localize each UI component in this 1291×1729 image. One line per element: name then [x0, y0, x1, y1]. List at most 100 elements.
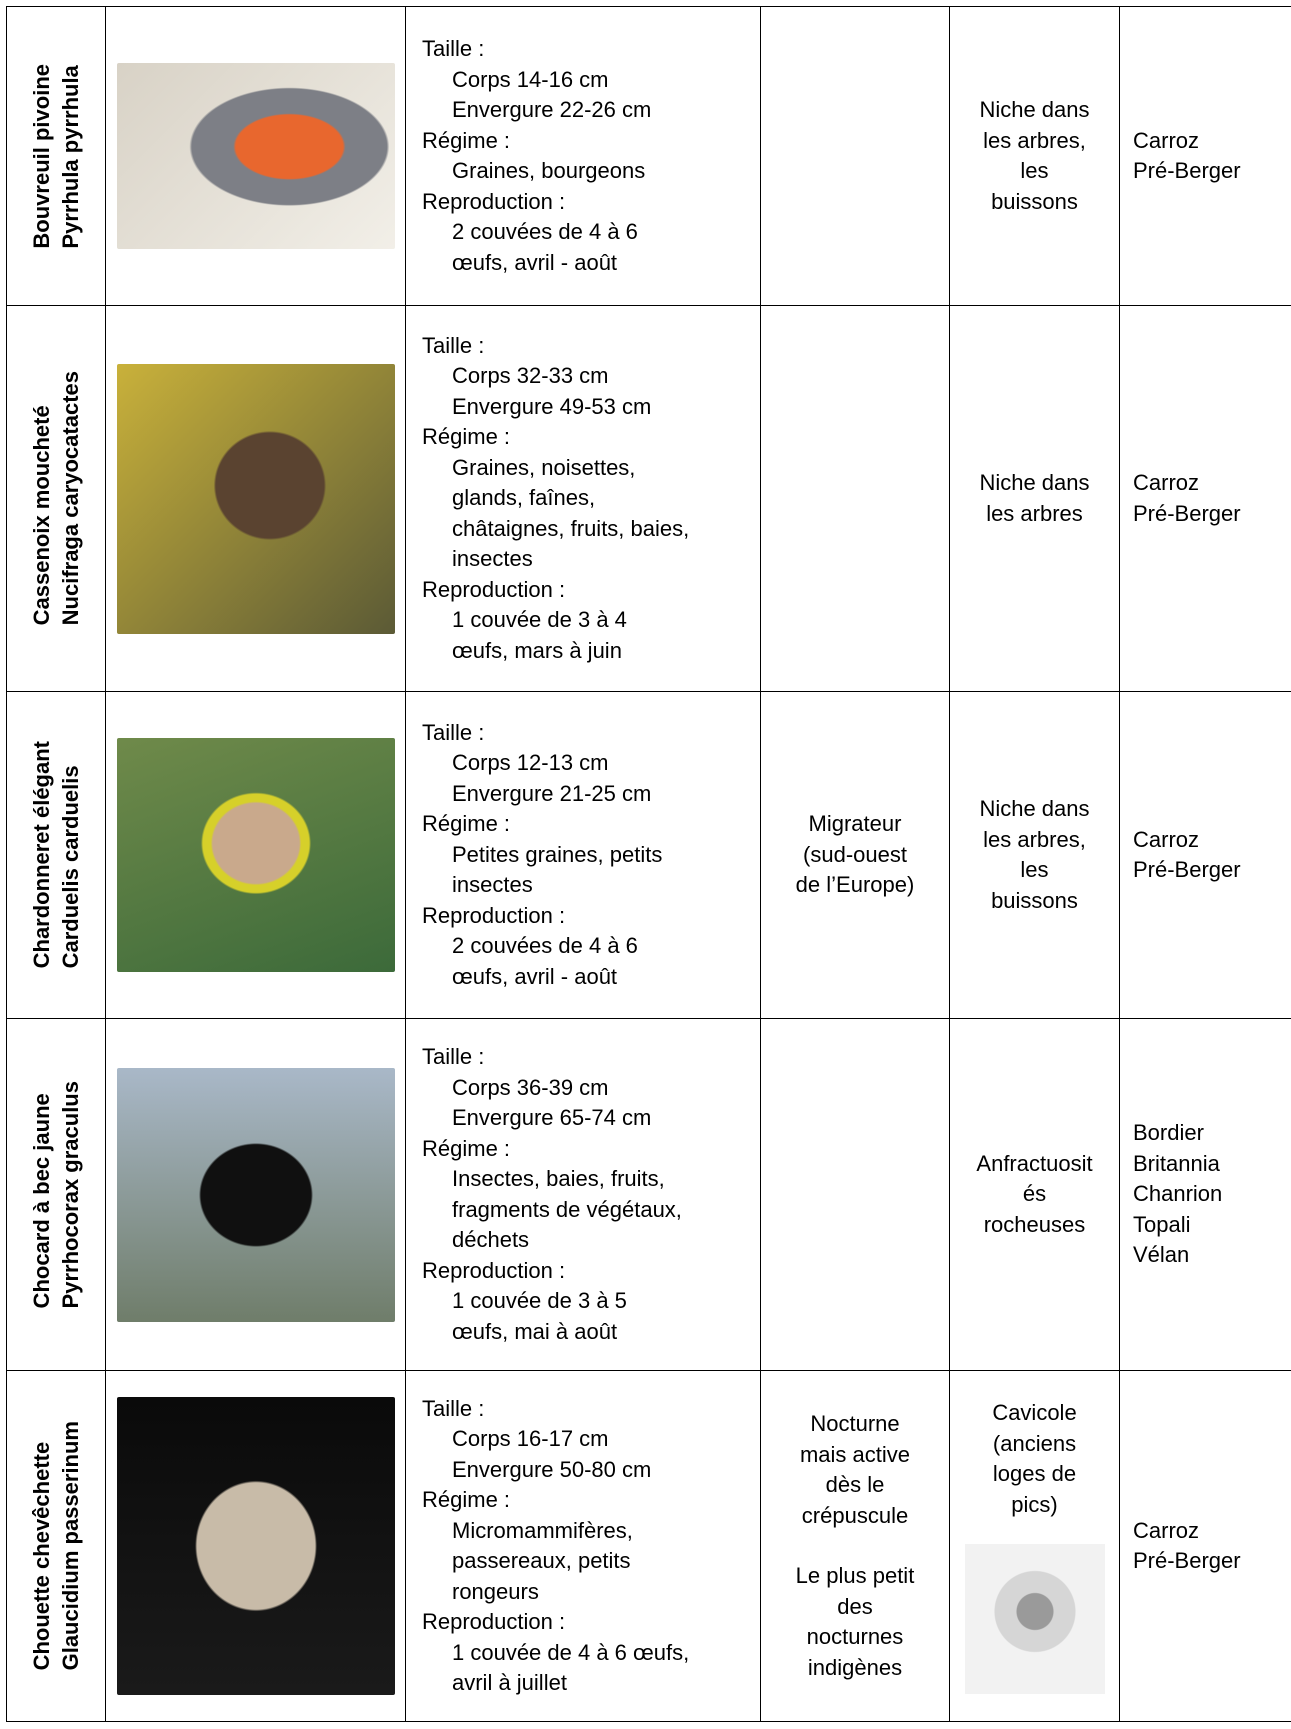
section-line: œufs, avril - août	[452, 963, 618, 989]
behavior-cell: Migrateur (sud-ouest de l’Europe)	[760, 691, 949, 1018]
nest-line: (anciens	[992, 1430, 1077, 1456]
behavior-cell	[760, 1018, 949, 1370]
section-heading: Reproduction :	[422, 902, 566, 928]
nest-line: Anfractuosit	[976, 1150, 1093, 1176]
behavior-cell	[760, 6, 949, 305]
section-line: Graines, noisettes,	[452, 454, 636, 480]
behavior-line: dès le	[825, 1472, 885, 1497]
nest-cell: Niche dans les arbres	[949, 305, 1119, 691]
section-line: œufs, mai à août	[452, 1318, 618, 1344]
behavior-line: nocturnes	[806, 1624, 904, 1649]
bird-photo	[116, 1397, 395, 1695]
section-line: Envergure 22-26 cm	[452, 97, 652, 122]
nest-cell: Anfractuosit és rocheuses	[949, 1018, 1119, 1370]
section-line: glands, faînes,	[452, 485, 596, 511]
location: Chanrion	[1133, 1181, 1223, 1207]
name-cell: Chouette chevêchette Glaucidium passerinu…	[6, 1370, 105, 1722]
name-cell: Chardonneret élégant Carduelis carduelis	[6, 691, 105, 1018]
location-cell: Carroz Pré-Berger	[1119, 6, 1291, 305]
nest-line: les	[1020, 158, 1049, 183]
section-heading: Régime :	[422, 1487, 511, 1512]
nest-sketch	[964, 1544, 1105, 1694]
common-name: Bouvreuil pivoine	[29, 63, 54, 249]
location: Carroz	[1133, 826, 1200, 852]
name-cell: Cassenoix moucheté Nucifraga caryocatacte…	[6, 305, 105, 691]
locations: Carroz Pré-Berger	[1133, 825, 1241, 886]
description: Taille : Corps 32-33 cm Envergure 49-53 cm…	[422, 331, 689, 667]
section-heading: Régime :	[422, 424, 511, 450]
nest-line: les arbres,	[983, 127, 1086, 153]
section-line: avril à juillet	[452, 1670, 567, 1695]
behavior-line: indigènes	[807, 1654, 903, 1680]
locations: Bordier Britannia Chanrion Topali Vélan	[1133, 1118, 1222, 1271]
nest-line: buissons	[991, 887, 1078, 913]
locations: Carroz Pré-Berger	[1133, 468, 1241, 529]
latin-name: Carduelis carduelis	[58, 765, 83, 969]
nest-line: rocheuses	[983, 1211, 1086, 1237]
section-line: insectes	[452, 546, 533, 572]
location: Pré-Berger	[1133, 1548, 1241, 1573]
behavior-line: Le plus petit	[795, 1563, 915, 1588]
nest-line: les arbres,	[983, 826, 1086, 852]
section-heading: Reproduction :	[422, 1257, 566, 1283]
nest-line: les arbres	[986, 500, 1083, 526]
section-line: Envergure 49-53 cm	[452, 393, 652, 419]
common-name: Chocard à bec jaune	[29, 1093, 54, 1309]
location: Pré-Berger	[1133, 857, 1241, 882]
nest: Anfractuosit és rocheuses	[976, 1149, 1092, 1241]
section-heading: Reproduction :	[422, 576, 566, 602]
behavior-line: Migrateur	[808, 811, 902, 837]
section-line: Corps 32-33 cm	[452, 363, 609, 389]
section-heading: Reproduction :	[422, 1609, 566, 1634]
latin-name: Nucifraga caryocatactes	[58, 371, 83, 626]
nest-line: és	[1022, 1181, 1047, 1207]
section-line: Insectes, baies, fruits,	[452, 1166, 665, 1191]
nest: Niche dans les arbres	[979, 468, 1089, 529]
section-line: Corps 14-16 cm	[452, 66, 609, 92]
section-line: fragments de végétaux,	[452, 1196, 682, 1222]
behavior-line: crépuscule	[801, 1502, 909, 1528]
bird-photo	[116, 363, 395, 634]
section-line: 2 couvées de 4 à 6	[452, 933, 638, 959]
nest-line: pics)	[1011, 1491, 1058, 1517]
location-cell: Carroz Pré-Berger	[1119, 691, 1291, 1018]
common-name: Chouette chevêchette	[29, 1442, 54, 1671]
section-line: Micromammifères,	[452, 1517, 633, 1543]
description-cell: Taille : Corps 36-39 cm Envergure 65-74 cm…	[405, 1018, 760, 1370]
section-line: 1 couvée de 3 à 5	[452, 1288, 627, 1313]
location: Carroz	[1133, 1517, 1200, 1543]
behavior-line: Nocturne	[810, 1411, 900, 1436]
section-line: Envergure 21-25 cm	[452, 780, 652, 806]
behavior-line: (sud-ouest	[803, 841, 907, 867]
description: Taille : Corps 12-13 cm Envergure 21-25 cm…	[422, 718, 662, 993]
behavior-paragraph: Migrateur (sud-ouest de l’Europe)	[796, 809, 915, 901]
photo-cell	[105, 1018, 405, 1370]
common-name: Chardonneret élégant	[29, 741, 54, 969]
nest-line: buissons	[991, 188, 1078, 214]
photo-cell	[105, 1370, 405, 1722]
location: Bordier	[1133, 1120, 1204, 1146]
section-line: Graines, bourgeons	[452, 158, 646, 183]
section-heading: Régime :	[422, 811, 511, 837]
name-cell: Bouvreuil pivoine Pyrrhula pyrrhula	[6, 6, 105, 305]
bird-photo	[116, 738, 395, 972]
bird-name: Chardonneret élégant Carduelis carduelis	[27, 741, 85, 968]
bird-photo	[116, 1067, 395, 1322]
nest-line: les	[1020, 857, 1049, 882]
section-line: Corps 16-17 cm	[452, 1426, 609, 1451]
location-cell: Carroz Pré-Berger	[1119, 305, 1291, 691]
section-heading: Taille :	[422, 1395, 485, 1421]
section-line: 1 couvée de 3 à 4	[452, 607, 627, 633]
section-heading: Taille :	[422, 1044, 485, 1069]
bird-name: Chouette chevêchette Glaucidium passerinu…	[27, 1421, 85, 1670]
nest: Niche dans les arbres, les buissons	[979, 95, 1089, 217]
behavior-paragraph: Nocturne mais active dès le crépuscule	[800, 1409, 910, 1531]
section-line: 1 couvée de 4 à 6 œufs,	[452, 1639, 690, 1665]
section-line: 2 couvées de 4 à 6	[452, 219, 638, 244]
bird-name: Chocard à bec jaune Pyrrhocorax graculus	[27, 1081, 85, 1308]
nest-line: Cavicole	[992, 1400, 1077, 1425]
photo-cell	[105, 305, 405, 691]
section-line: œufs, avril - août	[452, 249, 618, 275]
section-line: Corps 36-39 cm	[452, 1074, 609, 1100]
